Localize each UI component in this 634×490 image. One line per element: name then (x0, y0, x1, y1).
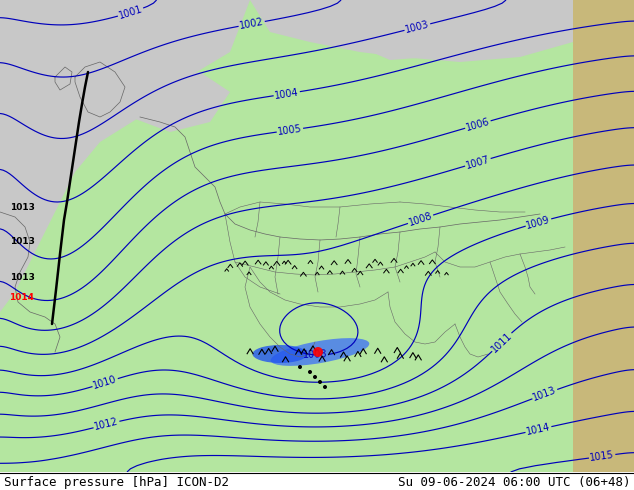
Text: 1013: 1013 (10, 238, 34, 246)
Text: 1010: 1010 (92, 374, 119, 391)
Text: 1003: 1003 (404, 19, 430, 35)
Text: 1008: 1008 (303, 349, 328, 360)
Circle shape (313, 375, 317, 379)
Text: 1013: 1013 (531, 385, 558, 403)
Circle shape (318, 380, 322, 384)
Text: 1012: 1012 (93, 416, 120, 432)
Text: 1009: 1009 (526, 214, 552, 230)
Text: 1001: 1001 (117, 4, 144, 21)
Polygon shape (250, 0, 573, 62)
Text: 1007: 1007 (465, 154, 491, 171)
Circle shape (323, 385, 327, 389)
Polygon shape (0, 0, 250, 312)
Bar (573, 0, 634, 472)
Text: 1006: 1006 (465, 116, 491, 133)
Polygon shape (110, 72, 230, 132)
Ellipse shape (252, 345, 307, 363)
Text: 1011: 1011 (489, 330, 514, 354)
Text: Su 09-06-2024 06:00 UTC (06+48): Su 09-06-2024 06:00 UTC (06+48) (398, 475, 630, 489)
Text: 1005: 1005 (277, 123, 303, 137)
Text: 1014: 1014 (10, 293, 34, 301)
Circle shape (298, 365, 302, 369)
Text: Surface pressure [hPa] ICON-D2: Surface pressure [hPa] ICON-D2 (4, 475, 229, 489)
Text: 1014: 1014 (526, 422, 552, 437)
Text: 1013: 1013 (10, 202, 34, 212)
Polygon shape (360, 27, 450, 60)
Text: 1013: 1013 (10, 272, 34, 281)
Circle shape (313, 347, 323, 357)
Text: 1015: 1015 (589, 450, 615, 463)
Text: 1004: 1004 (274, 87, 300, 100)
Circle shape (308, 370, 312, 374)
Text: 1002: 1002 (238, 17, 265, 31)
Text: 1008: 1008 (407, 211, 434, 228)
Ellipse shape (271, 338, 369, 366)
